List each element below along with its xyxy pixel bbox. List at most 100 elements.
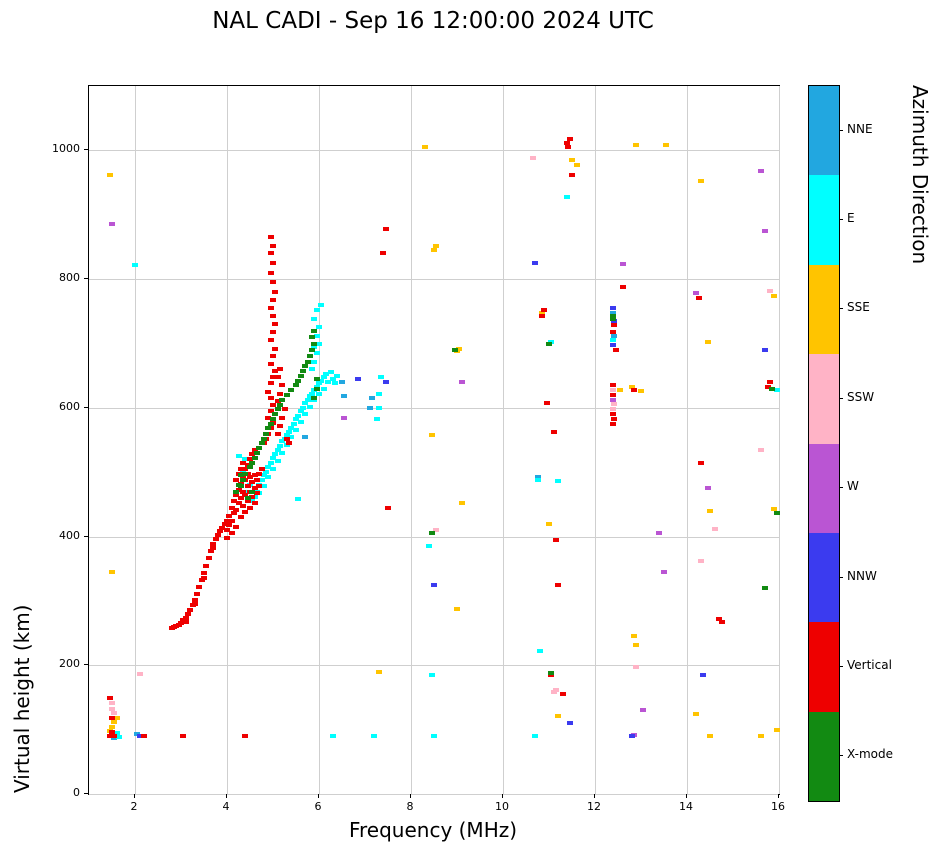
data-point-nne — [611, 333, 618, 338]
data-point-x-mode — [428, 531, 435, 536]
data-point-x-mode — [609, 317, 616, 321]
data-point-vertical — [240, 460, 247, 465]
data-point-e — [274, 458, 281, 463]
data-point-sse — [109, 569, 115, 574]
data-point-vertical — [242, 510, 249, 515]
data-point-vertical — [247, 505, 253, 510]
data-point-nnw — [566, 721, 573, 726]
y-tick-label: 800 — [59, 271, 80, 285]
data-point-sse — [113, 716, 120, 721]
data-point-e — [532, 734, 539, 739]
grid-line-vertical — [595, 86, 596, 794]
data-point-ssw — [136, 672, 143, 677]
y-tick-label: 400 — [59, 528, 80, 542]
data-point-e — [274, 447, 281, 452]
data-point-e — [302, 412, 309, 417]
data-point-e — [555, 479, 562, 484]
colorbar-label-w: W — [847, 479, 859, 494]
data-point-sse — [707, 734, 713, 739]
data-point-vertical — [270, 329, 276, 334]
data-point-vertical — [610, 329, 617, 334]
data-point-vertical — [251, 486, 258, 491]
data-point-vertical — [276, 423, 283, 428]
colorbar-label-nne: NNE — [847, 121, 873, 136]
data-point-vertical — [226, 513, 233, 518]
data-point-nne — [368, 396, 375, 401]
data-point-e — [286, 430, 293, 435]
data-point-e — [263, 470, 270, 475]
data-point-sse — [707, 508, 713, 513]
data-point-e — [371, 734, 378, 739]
data-point-vertical — [182, 619, 189, 624]
data-point-sse — [628, 385, 635, 390]
data-point-vertical — [106, 695, 113, 700]
grid-line-horizontal — [89, 794, 779, 795]
data-point-vertical — [196, 585, 203, 590]
data-point-vertical — [766, 380, 773, 385]
data-point-vertical — [611, 416, 618, 421]
y-axis-title: Virtual height (km) — [10, 604, 34, 794]
x-axis-title: Frequency (MHz) — [348, 818, 518, 842]
data-point-sse — [428, 432, 435, 437]
y-tick-mark — [84, 664, 88, 666]
data-point-vertical — [265, 415, 272, 420]
data-point-sse — [431, 248, 437, 253]
data-point-e — [316, 391, 322, 396]
data-point-x-mode — [251, 456, 258, 460]
data-point-e — [272, 452, 279, 457]
data-point-nnw — [431, 582, 437, 587]
data-point-x-mode — [235, 483, 242, 488]
data-point-e — [270, 456, 276, 460]
data-point-x-mode — [309, 347, 316, 352]
data-point-x-mode — [244, 495, 251, 500]
data-point-nnw — [628, 734, 635, 739]
plot-area — [88, 85, 780, 795]
data-point-x-mode — [242, 471, 249, 476]
data-point-vertical — [233, 524, 240, 529]
data-point-x-mode — [260, 436, 267, 441]
data-point-vertical — [258, 467, 265, 471]
data-point-vertical — [253, 490, 260, 495]
data-point-vertical — [221, 522, 228, 527]
colorbar — [808, 85, 840, 802]
data-point-vertical — [182, 615, 189, 620]
grid-line-vertical — [227, 86, 228, 794]
data-point-x-mode — [546, 341, 552, 346]
data-point-vertical — [569, 172, 575, 177]
data-point-vertical — [270, 243, 276, 248]
data-point-e — [311, 344, 318, 349]
data-point-x-mode — [247, 465, 253, 469]
data-point-w — [762, 228, 769, 233]
data-point-sse — [633, 642, 640, 647]
data-point-vertical — [233, 507, 240, 512]
data-point-vertical — [212, 537, 219, 542]
data-point-vertical — [106, 734, 113, 739]
data-point-nnw — [762, 347, 769, 352]
data-point-vertical — [267, 362, 274, 367]
data-point-vertical — [270, 354, 276, 359]
data-point-vertical — [219, 525, 226, 530]
x-tick-label: 2 — [130, 800, 138, 813]
data-point-vertical — [609, 412, 616, 417]
data-point-sse — [757, 734, 764, 739]
data-point-e — [311, 359, 318, 364]
data-point-sse — [111, 719, 118, 724]
colorbar-segment-ssw — [809, 354, 839, 444]
colorbar-segment-sse — [809, 264, 839, 355]
data-point-vertical — [235, 501, 242, 506]
data-point-vertical — [267, 234, 274, 239]
data-point-x-mode — [762, 586, 769, 590]
data-point-vertical — [230, 499, 237, 504]
colorbar-tick — [839, 576, 843, 578]
data-point-w — [656, 531, 663, 536]
data-point-e — [267, 460, 274, 465]
data-point-vertical — [251, 447, 258, 452]
data-point-x-mode — [311, 341, 318, 346]
data-point-sse — [546, 521, 552, 526]
data-point-ssw — [550, 690, 557, 695]
grid-line-vertical — [779, 86, 780, 794]
data-point-e — [431, 734, 437, 739]
grid-line-horizontal — [89, 407, 779, 409]
data-point-sse — [771, 293, 778, 298]
